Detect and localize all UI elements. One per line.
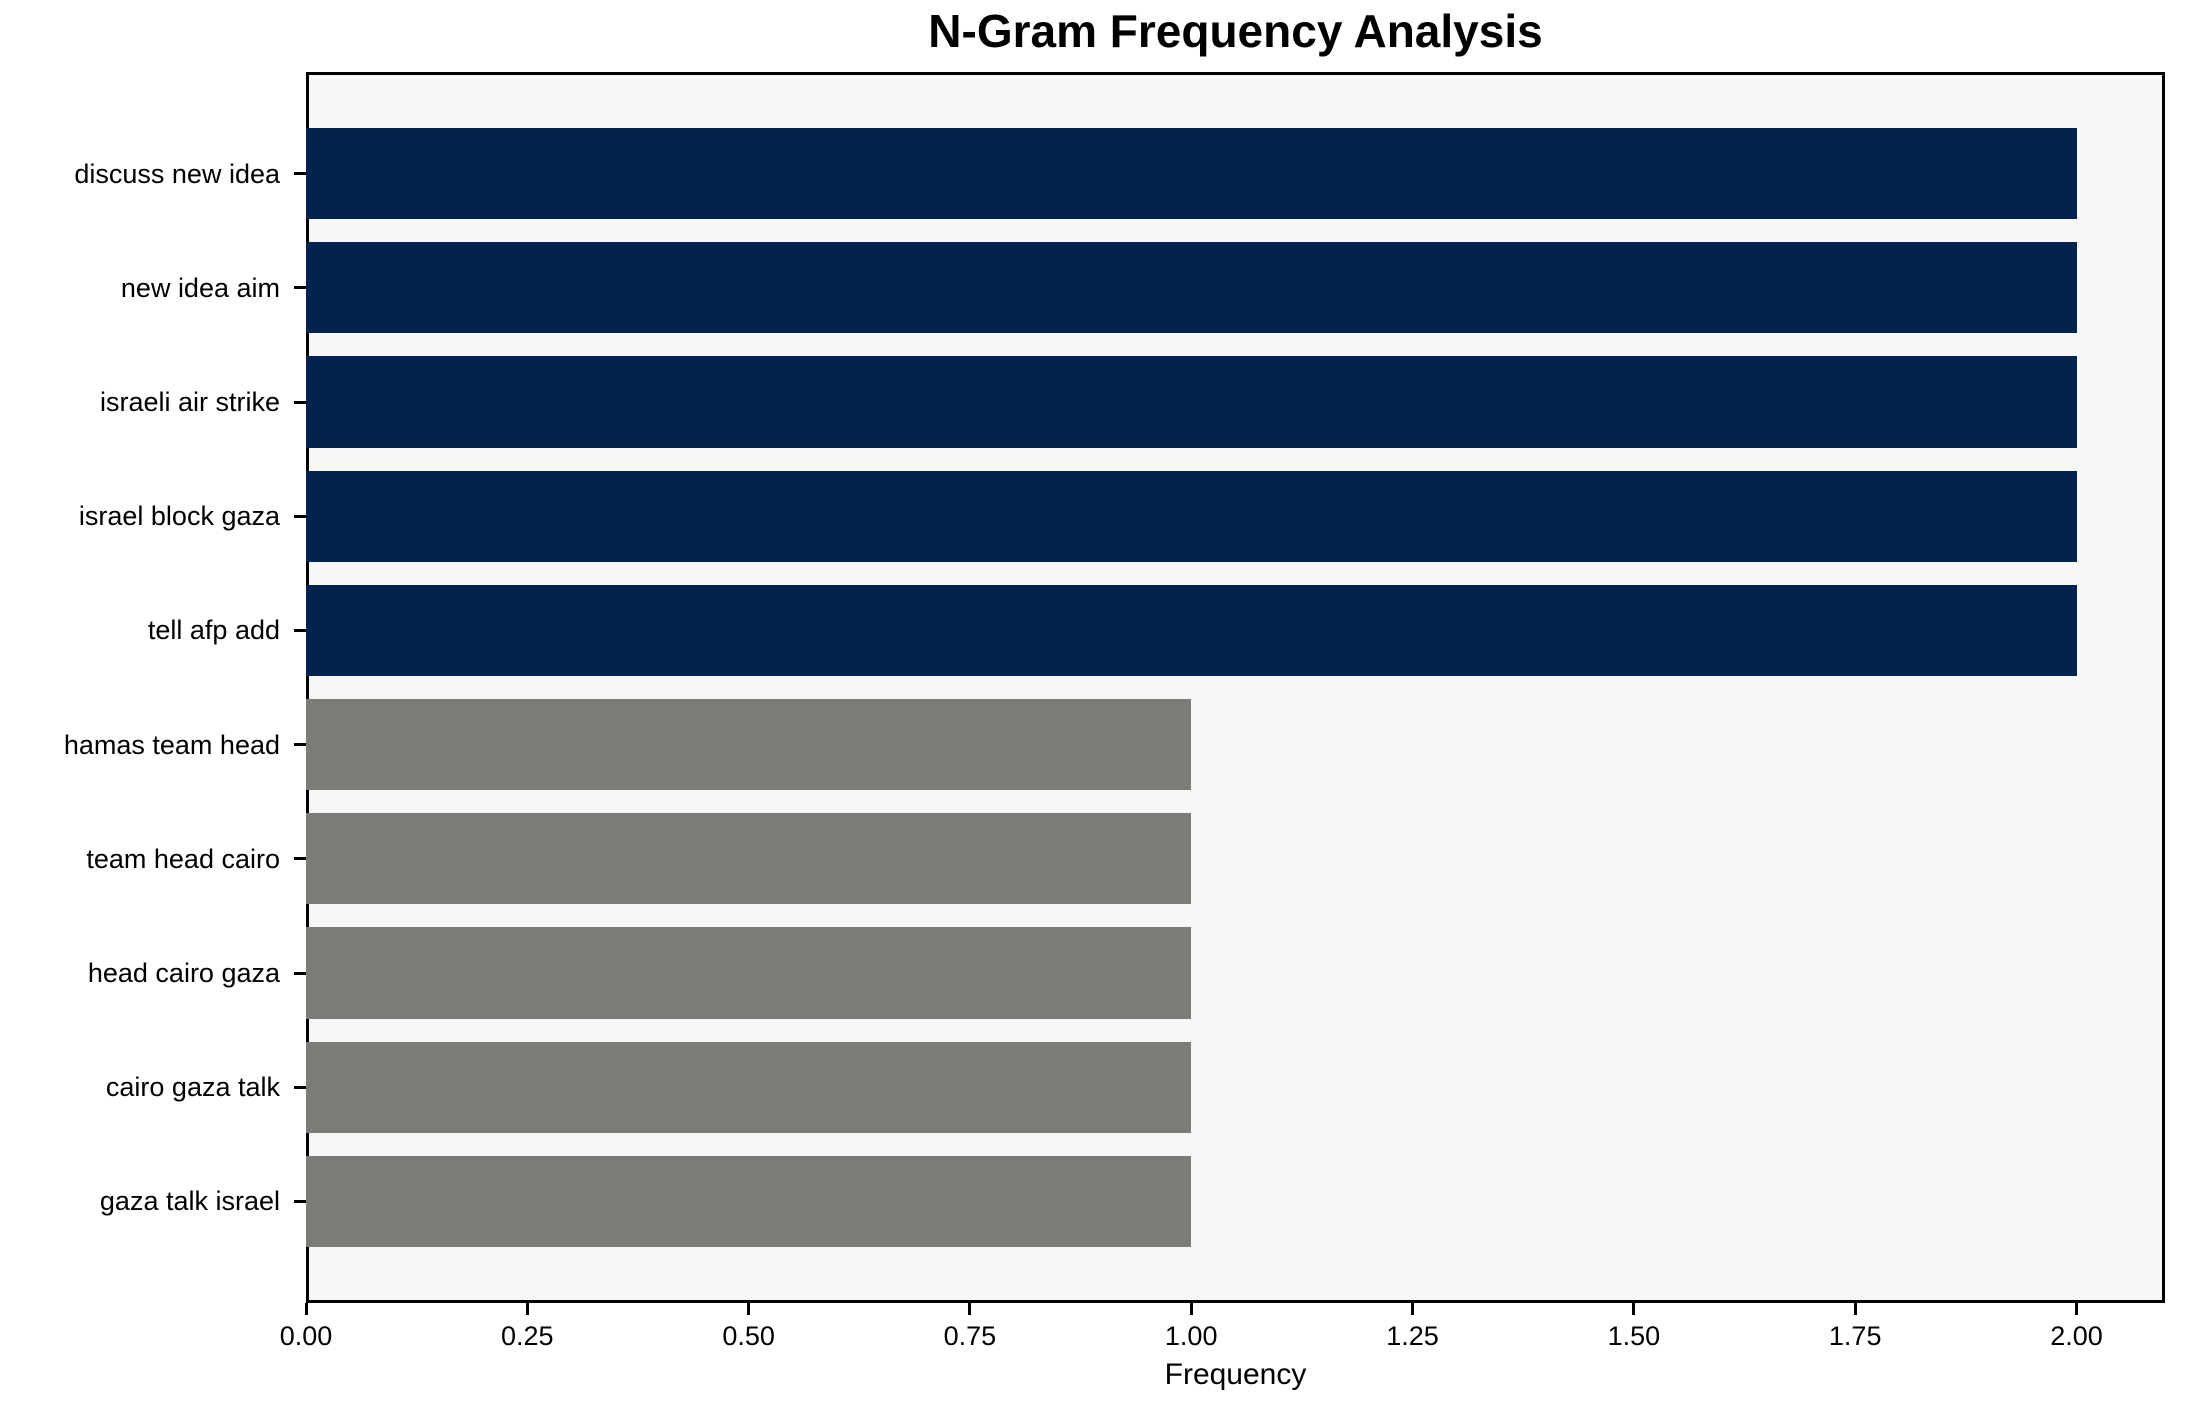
bar-israel-block-gaza: [306, 470, 2077, 562]
bar-discuss-new-idea: [306, 128, 2077, 220]
x-tick-label: 0.25: [501, 1321, 554, 1351]
bar-gaza-talk-israel: [306, 1155, 1192, 1248]
x-tick-mark: [2075, 1303, 2078, 1315]
x-tick-mark: [1853, 1303, 1857, 1315]
x-tick-label: 2.00: [2050, 1321, 2103, 1351]
x-tick-label: 1.50: [1607, 1321, 1661, 1351]
y-tick-label: cairo gaza talk: [105, 1072, 280, 1103]
y-tick-label: hamas team head: [63, 729, 280, 760]
y-tick-label: tell afp add: [147, 615, 280, 646]
y-tick-mark: [294, 971, 306, 975]
y-tick-label: israel block gaza: [78, 501, 280, 532]
x-tick-mark: [1411, 1303, 1414, 1315]
x-tick-mark: [1632, 1303, 1636, 1315]
y-tick-mark: [294, 172, 306, 176]
x-tick-label: 0.00: [279, 1321, 333, 1351]
x-tick-mark: [525, 1303, 529, 1315]
x-axis-label: Frequency: [1164, 1358, 1307, 1391]
y-tick-mark: [294, 743, 306, 747]
x-tick-mark: [747, 1303, 751, 1315]
chart-title: N-Gram Frequency Analysis: [928, 5, 1543, 57]
bar-cairo-gaza-talk: [306, 1041, 1192, 1133]
y-tick-label: new idea aim: [120, 272, 280, 303]
y-tick-mark: [294, 400, 306, 404]
bar-israeli-air-strike: [306, 356, 2077, 448]
y-tick-label: discuss new idea: [74, 158, 280, 189]
bar-new-idea-aim: [306, 242, 2077, 334]
y-tick-mark: [294, 1085, 306, 1089]
x-tick-mark: [1189, 1303, 1193, 1315]
y-tick-label: team head cairo: [86, 843, 280, 874]
x-tick-label: 0.50: [722, 1321, 775, 1351]
y-tick-mark: [294, 286, 306, 290]
x-tick-label: 1.00: [1164, 1321, 1218, 1351]
x-tick-mark: [304, 1303, 308, 1315]
bar-hamas-team-head: [306, 698, 1192, 791]
y-tick-label: israeli air strike: [99, 387, 280, 417]
y-tick-mark: [294, 857, 306, 861]
y-tick-mark: [294, 628, 306, 632]
y-tick-mark: [294, 514, 306, 518]
y-tick-label: gaza talk israel: [99, 1186, 280, 1217]
x-tick-label: 1.75: [1828, 1321, 1882, 1351]
bar-tell-afp-add: [306, 584, 2077, 677]
x-tick-mark: [968, 1303, 972, 1315]
x-tick-label: 0.75: [943, 1321, 997, 1351]
y-tick-label: head cairo gaza: [87, 958, 280, 988]
x-tick-label: 1.25: [1386, 1321, 1439, 1351]
y-tick-mark: [294, 1199, 306, 1203]
bar-head-cairo-gaza: [306, 927, 1192, 1019]
bar-team-head-cairo: [306, 813, 1192, 905]
